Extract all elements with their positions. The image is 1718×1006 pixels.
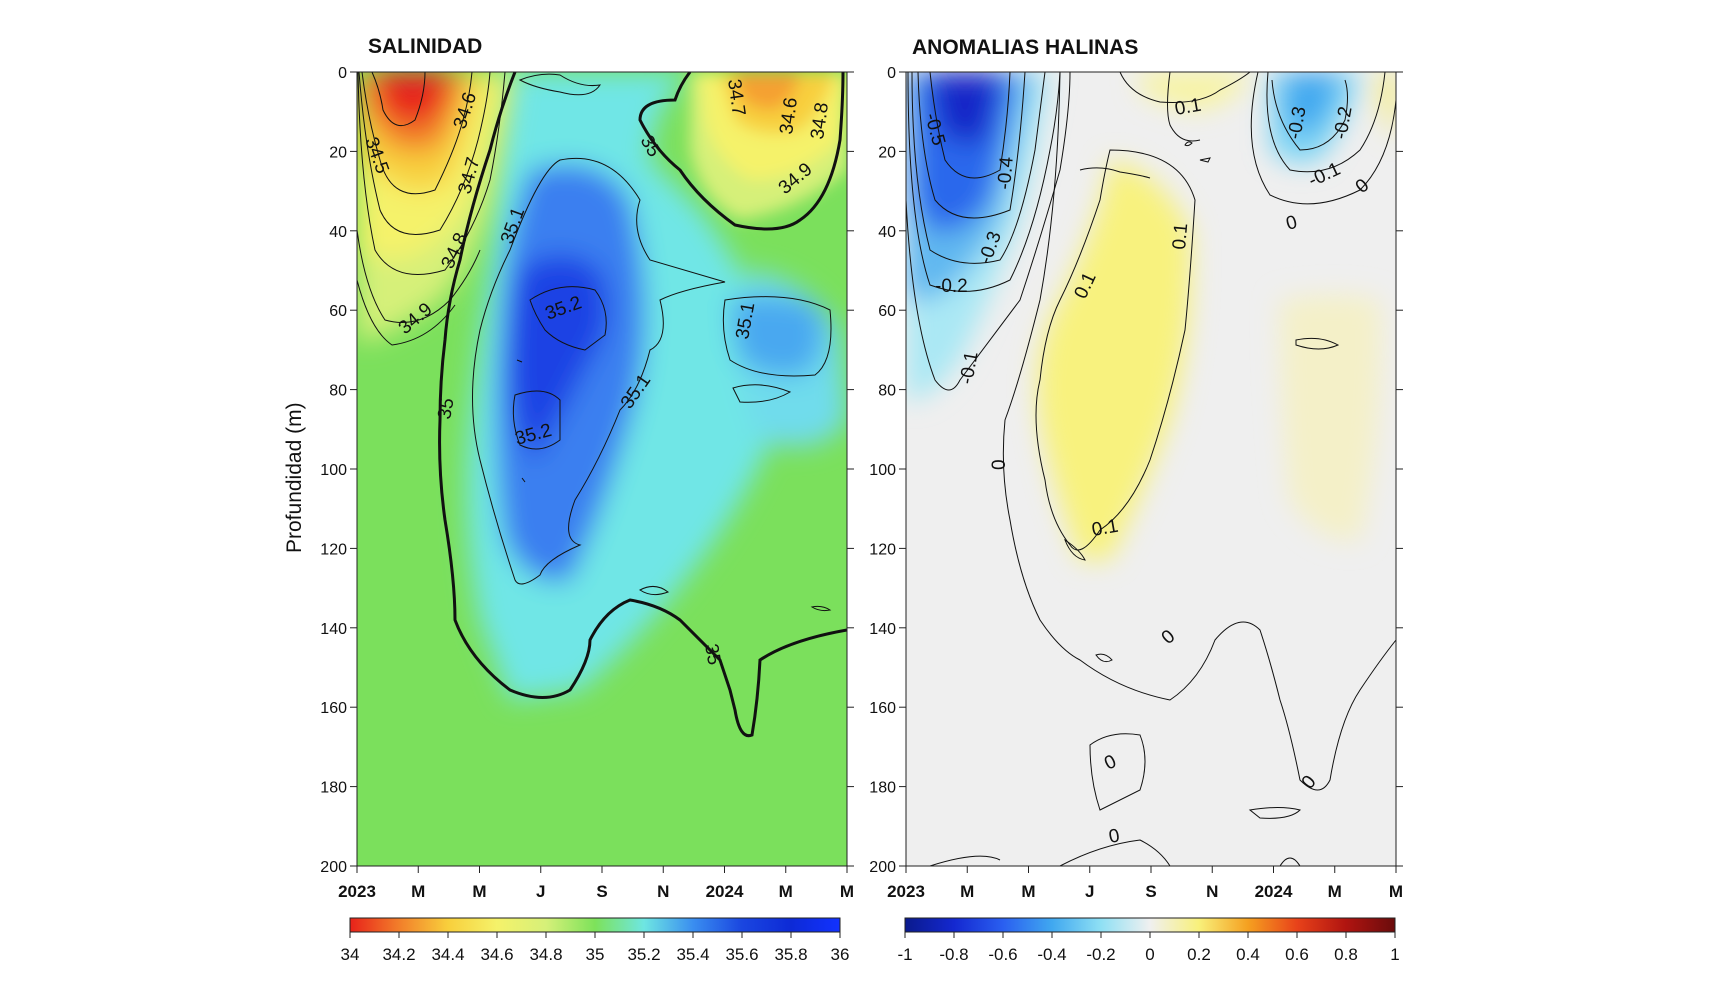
sal-ytick-label: 80: [329, 383, 347, 400]
anom-xtick-label: N: [1206, 882, 1218, 901]
anom-ytick-label: 180: [869, 780, 896, 797]
sal-label-13: 34.6: [776, 96, 802, 136]
anom-cbar-label: 0.2: [1187, 945, 1211, 964]
sal-label-6: 35: [434, 396, 458, 420]
anom-xtick-label: S: [1145, 882, 1156, 901]
sal-label-14: 34.8: [807, 101, 833, 141]
sal-ytick-label: 40: [329, 224, 347, 241]
sal-cbar-label: 34: [341, 945, 360, 964]
anom-cbar-label: 0.6: [1285, 945, 1309, 964]
anom-xtick-label: M: [1021, 882, 1035, 901]
anom-label-19: 0: [1107, 825, 1121, 848]
sal-label-17: 35: [700, 642, 724, 666]
sal-cbar-label: 34.4: [431, 945, 464, 964]
sal-label-12: 34.7: [723, 78, 749, 118]
anom-xtick-label: 2023: [887, 882, 925, 901]
anom-ytick-label: 200: [869, 859, 896, 876]
sal-cbar-label: 35.2: [627, 945, 660, 964]
sal-cbar-label: 35: [586, 945, 605, 964]
anom-label-7: 0.1: [1173, 95, 1203, 120]
anom-cbar-label: 0: [1145, 945, 1154, 964]
anom-label-10: 0.1: [1090, 516, 1120, 541]
sal-ytick-label: 160: [320, 700, 347, 717]
anom-xtick-label: J: [1085, 882, 1094, 901]
anom-cbar-label: 1: [1390, 945, 1399, 964]
anom-xtick-label: 2024: [1255, 882, 1293, 901]
anomaly-contour-labels: -0.5 -0.4 -0.3 -0.2 -0.1 0 0.1 0.1 0.1 0…: [920, 95, 1373, 848]
sal-ytick-label: 180: [320, 780, 347, 797]
anom-ytick-label: 60: [878, 303, 896, 320]
anom-label-6: 0: [989, 459, 1010, 470]
anom-label-4: -0.2: [935, 276, 968, 297]
anom-ytick-label: 160: [869, 700, 896, 717]
anomaly-title: ANOMALIAS HALINAS: [912, 36, 1138, 59]
anom-cbar-label: 0.4: [1236, 945, 1260, 964]
salinity-field: 34.5 34.6 34.7 34.8 34.9 35 35.1 35.2 35…: [357, 72, 847, 866]
anom-cbar-label: -0.6: [988, 945, 1017, 964]
sal-xtick-label: M: [779, 882, 793, 901]
sal-xtick-label: M: [472, 882, 486, 901]
anomaly-panel: ANOMALIAS HALINAS: [869, 36, 1403, 964]
anom-ytick-label: 80: [878, 383, 896, 400]
anom-ytick-label: 20: [878, 144, 896, 161]
anom-ytick-label: 140: [869, 621, 896, 638]
anomaly-field: -0.5 -0.4 -0.3 -0.2 -0.1 0 0.1 0.1 0.1 0…: [906, 72, 1396, 866]
salinity-ylabel: Profundidad (m): [283, 402, 306, 553]
sal-ytick-label: 200: [320, 859, 347, 876]
sal-cbar-label: 34.6: [480, 945, 513, 964]
sal-cbar-label: 35.8: [774, 945, 807, 964]
anom-ytick-label: 100: [869, 462, 896, 479]
salinity-title: SALINIDAD: [368, 35, 482, 58]
sal-xtick-label: M: [840, 882, 854, 901]
sal-cbar-label: 34.8: [529, 945, 562, 964]
anomaly-colorbar: -1 -0.8 -0.6 -0.4 -0.2 0 0.2 0.4 0.6 0.8 1: [897, 917, 1400, 964]
sal-cbar-label: 36: [831, 945, 850, 964]
sal-ytick-label: 0: [338, 65, 347, 82]
anom-ytick-label: 120: [869, 541, 896, 558]
anom-ytick-label: 0: [887, 65, 896, 82]
sal-xtick-label: S: [596, 882, 607, 901]
sal-ytick-label: 60: [329, 303, 347, 320]
salinity-panel: SALINIDAD: [283, 35, 854, 964]
sal-xtick-label: M: [411, 882, 425, 901]
anom-cbar-label: -0.2: [1086, 945, 1115, 964]
anom-label-2: -0.4: [994, 156, 1018, 191]
anomaly-axes: 0 20 40 60 80 100 120 140 160 180 200 2023 M M J S N 2024…: [869, 65, 1403, 901]
sal-cbar-label: 35.4: [676, 945, 709, 964]
anom-cbar-label: -0.4: [1037, 945, 1066, 964]
sal-ytick-label: 20: [329, 144, 347, 161]
sal-xtick-label: J: [536, 882, 545, 901]
anom-xtick-label: M: [1389, 882, 1403, 901]
sal-ytick-label: 100: [320, 462, 347, 479]
salinity-axes: 0 20 40 60 80 100 120 140 160 180 200 2023 M M J S N 2024…: [320, 65, 854, 901]
sal-xtick-label: N: [657, 882, 669, 901]
sal-ytick-label: 120: [320, 541, 347, 558]
anom-cbar-label: 0.8: [1334, 945, 1358, 964]
salinity-colorbar: 34 34.2 34.4 34.6 34.8 35 35.2 35.4 35.6 35.8 36: [341, 917, 850, 964]
anom-label-9: 0.1: [1169, 222, 1192, 250]
anom-cbar-label: -1: [897, 945, 912, 964]
sal-xtick-label: 2024: [706, 882, 744, 901]
sal-cbar-label: 34.2: [382, 945, 415, 964]
sal-cbar-label: 35.6: [725, 945, 758, 964]
anom-ytick-label: 40: [878, 224, 896, 241]
sal-ytick-label: 140: [320, 621, 347, 638]
sal-xtick-label: 2023: [338, 882, 376, 901]
anom-cbar-label: -0.8: [939, 945, 968, 964]
anom-label-15: 0: [1284, 212, 1300, 235]
anom-xtick-label: M: [960, 882, 974, 901]
anom-xtick-label: M: [1328, 882, 1342, 901]
